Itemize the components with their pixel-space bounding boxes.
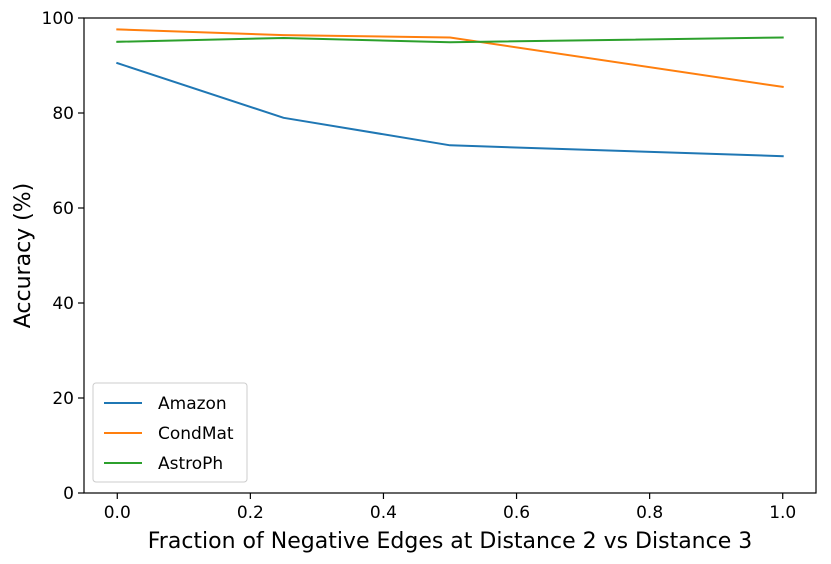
y-tick-label: 0 (63, 484, 74, 504)
x-axis-ticks: 0.0 0.2 0.4 0.6 0.8 1.0 (104, 493, 796, 523)
y-axis-label: Accuracy (%) (11, 183, 36, 329)
series-line-condmat (116, 28, 784, 89)
series-line-amazon (116, 61, 784, 158)
x-axis-label: Fraction of Negative Edges at Distance 2… (148, 529, 753, 554)
y-tick-label: 80 (52, 104, 74, 124)
plot-frame (83, 17, 817, 494)
legend-label-condmat: CondMat (158, 424, 234, 444)
x-tick-label: 0.0 (104, 503, 131, 523)
legend-label-amazon: Amazon (158, 394, 227, 414)
x-tick-label: 0.4 (370, 503, 397, 523)
legend-box (92, 382, 248, 483)
series-lines (116, 28, 784, 158)
y-axis-ticks: 0 20 40 60 80 100 (42, 9, 84, 504)
legend-label-astroph: AstroPh (158, 454, 223, 474)
x-tick-label: 0.2 (237, 503, 264, 523)
x-tick-label: 1.0 (769, 503, 796, 523)
x-tick-label: 0.8 (636, 503, 663, 523)
legend: Amazon CondMat AstroPh (92, 382, 248, 483)
y-tick-label: 60 (52, 199, 74, 219)
series-line-astroph (116, 36, 784, 44)
y-tick-label: 40 (52, 294, 74, 314)
x-tick-label: 0.6 (503, 503, 530, 523)
y-tick-label: 100 (42, 9, 74, 29)
y-tick-label: 20 (52, 389, 74, 409)
